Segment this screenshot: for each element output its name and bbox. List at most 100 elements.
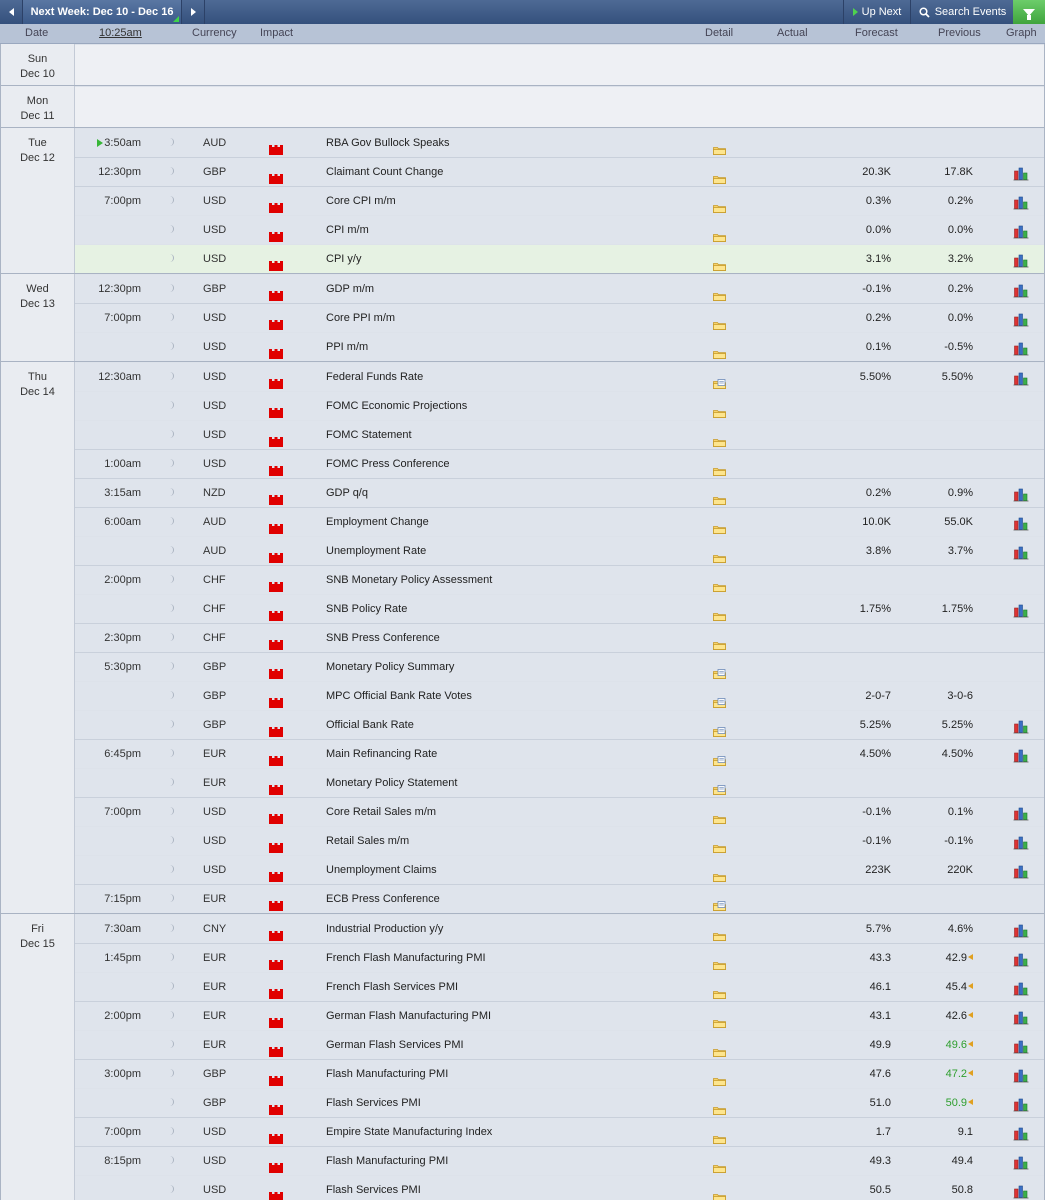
event-row[interactable]: GBP MPC Official Bank Rate Votes 2-0-7 3-0-… — [75, 681, 1044, 710]
detail-button[interactable] — [713, 488, 726, 506]
event-row[interactable]: 7:30am CNY Industrial Production y/y 5.7% 4.… — [75, 914, 1044, 943]
graph-button[interactable] — [1013, 1066, 1029, 1083]
graph-button[interactable] — [1013, 1182, 1029, 1199]
event-title[interactable]: Retail Sales m/m — [326, 835, 410, 847]
sound-icon[interactable] — [169, 1098, 174, 1106]
detail-button[interactable] — [713, 401, 726, 419]
event-title[interactable]: Unemployment Claims — [326, 864, 437, 876]
event-title[interactable]: FOMC Press Conference — [326, 458, 450, 470]
detail-button[interactable] — [713, 720, 726, 738]
event-row[interactable]: USD CPI y/y 3.1% 3.2% — [75, 244, 1044, 273]
event-title[interactable]: FOMC Statement — [326, 429, 412, 441]
graph-button[interactable] — [1013, 833, 1029, 850]
event-row[interactable]: 3:50am AUD RBA Gov Bullock Speaks — [75, 128, 1044, 157]
event-title[interactable]: PPI m/m — [326, 341, 369, 353]
event-title[interactable]: RBA Gov Bullock Speaks — [326, 137, 450, 149]
graph-button[interactable] — [1013, 164, 1029, 181]
event-title[interactable]: French Flash Manufacturing PMI — [326, 952, 486, 964]
detail-button[interactable] — [713, 836, 726, 854]
sound-icon[interactable] — [169, 372, 174, 380]
event-row[interactable]: EUR French Flash Services PMI 46.1 45.4 — [75, 972, 1044, 1001]
event-row[interactable]: 12:30am USD Federal Funds Rate 5.50% 5.50% — [75, 362, 1044, 391]
detail-button[interactable] — [713, 749, 726, 767]
sound-icon[interactable] — [169, 633, 174, 641]
sound-icon[interactable] — [169, 167, 174, 175]
detail-button[interactable] — [713, 691, 726, 709]
event-row[interactable]: 6:45pm EUR Main Refinancing Rate 4.50% 4.50% — [75, 739, 1044, 768]
event-row[interactable]: 2:30pm CHF SNB Press Conference — [75, 623, 1044, 652]
event-row[interactable]: 7:00pm USD Empire State Manufacturing Inde… — [75, 1117, 1044, 1146]
sound-icon[interactable] — [169, 807, 174, 815]
next-week-button[interactable] — [182, 0, 205, 24]
sound-icon[interactable] — [169, 313, 174, 321]
event-title[interactable]: French Flash Services PMI — [326, 981, 459, 993]
graph-button[interactable] — [1013, 281, 1029, 298]
sound-icon[interactable] — [169, 778, 174, 786]
event-title[interactable]: MPC Official Bank Rate Votes — [326, 690, 472, 702]
prev-week-button[interactable] — [0, 0, 23, 24]
search-events-button[interactable]: Search Events — [910, 0, 1014, 24]
detail-button[interactable] — [713, 196, 726, 214]
event-title[interactable]: Flash Manufacturing PMI — [326, 1068, 449, 1080]
week-label[interactable]: Next Week: Dec 10 - Dec 16 — [23, 0, 182, 24]
detail-button[interactable] — [713, 1011, 726, 1029]
event-title[interactable]: Employment Change — [326, 516, 429, 528]
event-row[interactable]: EUR Monetary Policy Statement — [75, 768, 1044, 797]
detail-button[interactable] — [713, 517, 726, 535]
event-title[interactable]: Official Bank Rate — [326, 719, 414, 731]
sound-icon[interactable] — [169, 284, 174, 292]
sound-icon[interactable] — [169, 924, 174, 932]
graph-button[interactable] — [1013, 514, 1029, 531]
graph-button[interactable] — [1013, 1008, 1029, 1025]
detail-button[interactable] — [713, 1156, 726, 1174]
sound-icon[interactable] — [169, 488, 174, 496]
sound-icon[interactable] — [169, 225, 174, 233]
header-time[interactable]: 10:25am — [99, 27, 142, 39]
sound-icon[interactable] — [169, 459, 174, 467]
event-row[interactable]: USD FOMC Economic Projections — [75, 391, 1044, 420]
event-row[interactable]: USD PPI m/m 0.1% -0.5% — [75, 332, 1044, 361]
event-row[interactable]: 1:00am USD FOMC Press Conference — [75, 449, 1044, 478]
event-title[interactable]: CPI y/y — [326, 253, 362, 265]
event-title[interactable]: Monetary Policy Statement — [326, 777, 458, 789]
event-title[interactable]: GDP m/m — [326, 283, 375, 295]
event-row[interactable]: 3:00pm GBP Flash Manufacturing PMI 47.6 47.2 — [75, 1059, 1044, 1088]
sound-icon[interactable] — [169, 894, 174, 902]
detail-button[interactable] — [713, 894, 726, 912]
graph-button[interactable] — [1013, 804, 1029, 821]
event-title[interactable]: Industrial Production y/y — [326, 923, 444, 935]
detail-button[interactable] — [713, 953, 726, 971]
sound-icon[interactable] — [169, 865, 174, 873]
sound-icon[interactable] — [169, 196, 174, 204]
event-row[interactable]: USD Unemployment Claims 223K 220K — [75, 855, 1044, 884]
graph-button[interactable] — [1013, 369, 1029, 386]
event-title[interactable]: Unemployment Rate — [326, 545, 427, 557]
sound-icon[interactable] — [169, 836, 174, 844]
detail-button[interactable] — [713, 807, 726, 825]
detail-button[interactable] — [713, 225, 726, 243]
graph-button[interactable] — [1013, 950, 1029, 967]
sound-icon[interactable] — [169, 749, 174, 757]
event-row[interactable]: 2:00pm EUR German Flash Manufacturing PMI 4… — [75, 1001, 1044, 1030]
graph-button[interactable] — [1013, 1095, 1029, 1112]
graph-button[interactable] — [1013, 222, 1029, 239]
sound-icon[interactable] — [169, 138, 174, 146]
graph-button[interactable] — [1013, 1153, 1029, 1170]
sound-icon[interactable] — [169, 1185, 174, 1193]
sound-icon[interactable] — [169, 401, 174, 409]
filter-button[interactable] — [1013, 0, 1045, 24]
event-title[interactable]: Flash Services PMI — [326, 1097, 421, 1109]
event-row[interactable]: CHF SNB Policy Rate 1.75% 1.75% — [75, 594, 1044, 623]
graph-button[interactable] — [1013, 979, 1029, 996]
event-row[interactable]: 1:45pm EUR French Flash Manufacturing PMI 4… — [75, 943, 1044, 972]
detail-button[interactable] — [713, 342, 726, 360]
detail-button[interactable] — [713, 138, 726, 156]
event-row[interactable]: USD CPI m/m 0.0% 0.0% — [75, 215, 1044, 244]
sound-icon[interactable] — [169, 546, 174, 554]
sound-icon[interactable] — [169, 1127, 174, 1135]
event-row[interactable]: 12:30pm GBP GDP m/m -0.1% 0.2% — [75, 274, 1044, 303]
event-row[interactable]: USD Retail Sales m/m -0.1% -0.1% — [75, 826, 1044, 855]
sound-icon[interactable] — [169, 1040, 174, 1048]
graph-button[interactable] — [1013, 746, 1029, 763]
sound-icon[interactable] — [169, 1156, 174, 1164]
